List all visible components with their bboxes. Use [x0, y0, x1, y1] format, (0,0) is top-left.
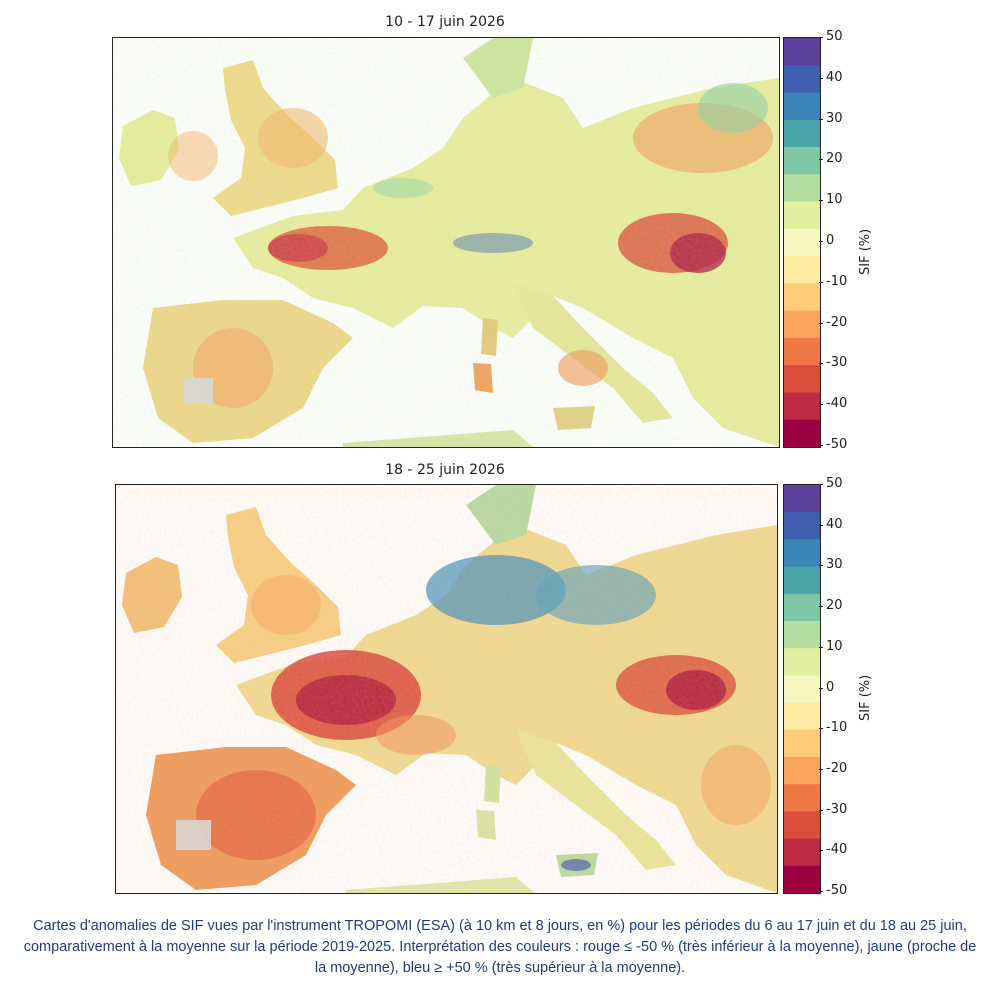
- colorbar-tick-mark: [819, 363, 823, 365]
- colorbar-segment: [784, 675, 820, 704]
- colorbar-segment: [784, 811, 820, 840]
- colorbar-tick-mark: [819, 77, 823, 79]
- colorbar-1-ticks: 50 40 30 20 10 0 -10 -20 -30 -40 -50: [819, 29, 859, 452]
- colorbar-segment: [784, 648, 820, 676]
- colorbar-tick-mark: [819, 850, 823, 852]
- colorbar-tick-label: -50: [826, 437, 848, 452]
- colorbar-tick-label: -40: [826, 396, 848, 412]
- colorbar-segment: [784, 92, 820, 121]
- colorbar-tick-label: 50: [826, 476, 843, 491]
- colorbar-tick-mark: [819, 37, 823, 38]
- colorbar-1-label: SIF (%): [858, 228, 873, 275]
- colorbar-2-ticks: 50 40 30 20 10 0 -10 -20 -30 -40 -50: [819, 476, 859, 898]
- colorbar-segment: [784, 838, 820, 867]
- colorbar-segment: [784, 147, 820, 175]
- panel-1-title: 10 - 17 juin 2026: [385, 14, 505, 30]
- colorbar-segment: [784, 283, 820, 312]
- colorbar-1: [783, 37, 821, 448]
- colorbar-tick-mark: [819, 524, 823, 526]
- colorbar-tick-mark: [819, 891, 823, 892]
- colorbar-1-gradient: [784, 38, 820, 448]
- colorbar-tick-mark: [819, 118, 823, 120]
- colorbar-tick-label: -30: [826, 355, 848, 371]
- colorbar-tick-label: 30: [826, 557, 843, 573]
- colorbar-segment: [784, 784, 820, 812]
- colorbar-segment: [784, 621, 820, 649]
- colorbar-2: [783, 484, 821, 894]
- colorbar-segment: [784, 702, 820, 731]
- colorbar-tick-label: 20: [826, 598, 843, 614]
- colorbar-tick-label: 20: [826, 151, 843, 167]
- colorbar-tick-mark: [819, 687, 823, 689]
- colorbar-segment: [784, 392, 820, 421]
- anomaly-map-2: [115, 484, 778, 894]
- colorbar-tick-mark: [819, 646, 823, 648]
- colorbar-segment: [784, 729, 820, 758]
- colorbar-2-label: SIF (%): [858, 674, 873, 721]
- colorbar-tick-mark: [819, 404, 823, 406]
- colorbar-segment: [784, 256, 820, 284]
- colorbar-tick-label: -10: [826, 720, 848, 736]
- colorbar-tick-label: -20: [826, 314, 848, 330]
- colorbar-segment: [784, 593, 820, 622]
- colorbar-segment: [784, 419, 820, 448]
- colorbar-tick-label: 10: [826, 638, 843, 654]
- colorbar-tick-mark: [819, 241, 823, 242]
- colorbar-segment: [784, 539, 820, 568]
- colorbar-segment: [784, 174, 820, 203]
- colorbar-segment: [784, 228, 820, 257]
- colorbar-tick-mark: [819, 768, 823, 770]
- colorbar-tick-mark: [819, 445, 823, 446]
- colorbar-tick-label: 40: [826, 516, 843, 532]
- colorbar-segment: [784, 337, 820, 366]
- colorbar-tick-label: 50: [826, 29, 843, 44]
- colorbar-tick-label: 40: [826, 69, 843, 85]
- colorbar-tick-label: -50: [826, 883, 848, 898]
- colorbar-tick-mark: [819, 728, 823, 730]
- colorbar-segment: [784, 38, 820, 66]
- colorbar-tick-mark: [819, 281, 823, 283]
- colorbar-tick-label: -10: [826, 273, 848, 289]
- colorbar-tick-mark: [819, 809, 823, 811]
- colorbar-segment: [784, 757, 820, 785]
- colorbar-segment: [784, 119, 820, 148]
- colorbar-tick-mark: [819, 606, 823, 608]
- colorbar-tick-label: -30: [826, 801, 848, 817]
- colorbar-segment: [784, 865, 820, 894]
- colorbar-tick-mark: [819, 322, 823, 324]
- colorbar-tick-label: -20: [826, 760, 848, 776]
- colorbar-tick-label: -40: [826, 842, 848, 858]
- colorbar-segment: [784, 566, 820, 595]
- colorbar-tick-label: 0: [826, 679, 835, 695]
- colorbar-segment: [784, 310, 820, 339]
- colorbar-segment: [784, 512, 820, 540]
- colorbar-tick-label: 10: [826, 192, 843, 208]
- colorbar-tick-label: 0: [826, 233, 835, 248]
- colorbar-tick-mark: [819, 159, 823, 161]
- colorbar-segment: [784, 365, 820, 393]
- colorbar-tick-mark: [819, 565, 823, 567]
- anomaly-map-1: [112, 37, 780, 448]
- colorbar-segment: [784, 201, 820, 230]
- colorbar-tick-label: 30: [826, 110, 843, 126]
- panel-2-title: 18 - 25 juin 2026: [385, 462, 505, 478]
- figure-caption: Cartes d'anomalies de SIF vues par l'ins…: [23, 918, 977, 976]
- colorbar-segment: [784, 485, 820, 513]
- colorbar-segment: [784, 65, 820, 94]
- colorbar-tick-mark: [819, 200, 823, 202]
- colorbar-2-gradient: [784, 485, 820, 894]
- colorbar-tick-mark: [819, 484, 823, 485]
